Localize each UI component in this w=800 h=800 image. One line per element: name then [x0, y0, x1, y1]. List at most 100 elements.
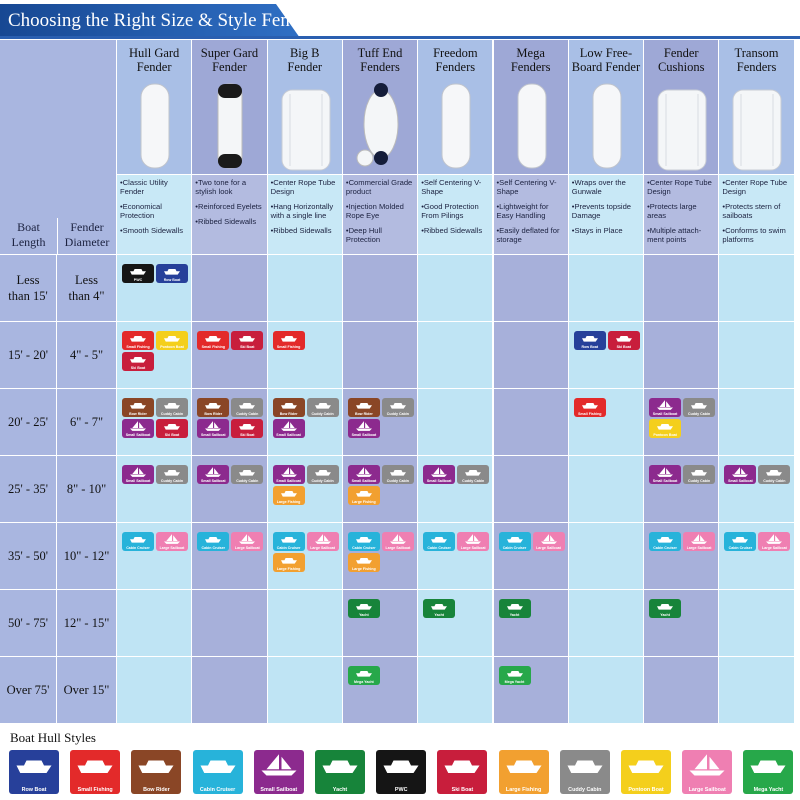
size-cell: Row Boat Ski Boat — [568, 322, 645, 389]
boat-length-line: than 15' — [8, 289, 48, 303]
feature: Self Centering V-Shape — [497, 178, 566, 196]
boat-silhouette — [355, 536, 372, 543]
size-cell: Cabin Cruiser Large Sailboat — [418, 523, 494, 590]
hull-style-label: Cabin Cruiser — [728, 546, 753, 550]
boat-length: 15' - 20' — [0, 322, 57, 389]
fender-name-line: Mega — [516, 46, 545, 60]
boat-silhouette — [130, 335, 146, 342]
fender-diameter: Less than 4" — [57, 255, 117, 322]
fender-diameter-line: 4" - 5" — [69, 348, 104, 362]
hull-style-label: Cuddy Cabin — [763, 479, 786, 483]
hull-style-icon: Small Fishing — [272, 331, 305, 350]
hull-style-label: Ski Boat — [240, 433, 255, 437]
boat-silhouette — [691, 469, 708, 476]
hull-style-label: Small Sailboat — [351, 433, 377, 437]
size-cell — [418, 389, 494, 456]
boat-silhouette — [628, 760, 664, 773]
size-cell — [719, 322, 795, 389]
boat-silhouette — [581, 402, 598, 409]
hull-style-label: Large Fishing — [352, 567, 376, 571]
hull-style-icon: Small Sailboat — [122, 419, 154, 438]
banner-line — [0, 36, 800, 39]
feature: Classic Utility Fender — [120, 178, 189, 196]
hull-style-label: Cabin Cruiser — [427, 546, 451, 550]
hull-style-label: Ski Boat — [616, 345, 631, 349]
boat-silhouette — [657, 423, 674, 430]
boat-silhouette — [164, 402, 180, 409]
fender-image — [281, 89, 331, 171]
hull-style-label: Small Sailboat — [276, 479, 301, 483]
fender-features: Center Rope Tube Design Protects large ar… — [644, 175, 720, 255]
boat-silhouette — [164, 268, 180, 275]
fender-name: Mega Fenders — [494, 46, 568, 74]
feature: Economical Protection — [120, 202, 189, 220]
hull-style-icon: Small Sailboat — [347, 465, 380, 484]
hull-style-icon: Pontoon Boat — [621, 750, 671, 794]
feature: Commercial Grade product — [346, 178, 415, 196]
boat-silhouette — [750, 760, 786, 773]
size-cell: Small Fishing Ski Boat — [192, 322, 268, 389]
hull-style-label: Large Fishing — [276, 500, 301, 504]
fender-image — [441, 83, 471, 169]
hull-style-icon: Small Fishing — [70, 750, 121, 794]
hull-style-icon: Cabin Cruiser — [272, 532, 305, 551]
fender-image — [657, 89, 707, 171]
boat-silhouette — [506, 603, 523, 610]
boat-length-line: 50' - 75' — [8, 616, 48, 630]
size-cell — [568, 456, 645, 523]
hull-style-label: Pontoon Boat — [653, 433, 677, 437]
header-line: Length — [11, 235, 46, 249]
hull-style-icon: Cuddy Cabin — [231, 398, 264, 417]
boat-silhouette — [389, 402, 406, 409]
hull-style-icon: Large Fishing — [272, 553, 305, 572]
size-cell: Small Sailboat Cuddy Cabin — [418, 456, 494, 523]
size-cell — [719, 590, 795, 657]
boat-silhouette — [431, 603, 448, 610]
hull-style-icon: Cabin Cruiser — [498, 532, 531, 551]
hull-style-icon: Small Sailboat — [347, 419, 380, 438]
boat-silhouette — [657, 536, 674, 543]
boat-silhouette — [615, 335, 632, 342]
boat-silhouette — [314, 469, 331, 476]
boat-length-line: 35' - 50' — [8, 549, 48, 563]
fender-name-line: Low Free- — [579, 46, 633, 60]
fender-diameter-line: 8" - 10" — [66, 482, 107, 496]
size-cell: Small Fishing — [267, 322, 343, 389]
boat-silhouette — [205, 467, 222, 477]
boat-silhouette — [239, 469, 256, 476]
hull-style-label: Cuddy Cabin — [160, 412, 184, 416]
boat-silhouette — [691, 402, 708, 409]
fender-features: Center Rope Tube Design Protects stern of… — [719, 175, 795, 255]
size-cell — [644, 657, 720, 724]
legend-item: Row Boat — [8, 749, 60, 795]
hull-style-label: Pontoon Boat — [628, 787, 664, 793]
fender-image — [217, 83, 243, 169]
legend-area: Boat Hull Styles Row Boat Small Fishing Bo… — [0, 725, 800, 800]
size-cell — [117, 590, 193, 657]
hull-style-label: Small Sailboat — [652, 479, 678, 483]
fender-header: Fender Cushions — [644, 40, 720, 175]
fender-name-line: Fenders — [736, 60, 777, 74]
fender-features: Commercial Grade product Injection Molded… — [342, 175, 419, 255]
fender-name-line: Cushions — [657, 60, 705, 74]
boat-silhouette — [431, 536, 448, 543]
size-cell: Small Sailboat Cuddy Cabin — [117, 456, 193, 523]
hull-style-label: Cuddy Cabin — [462, 479, 485, 483]
hull-style-label: Cuddy Cabin — [386, 479, 409, 483]
hull-style-icon: Small Sailboat — [724, 465, 757, 484]
hull-style-icon: PWC — [376, 750, 427, 794]
hull-style-icon: Cuddy Cabin — [758, 465, 791, 484]
title-banner: Choosing the Right Size & Style Fender — [0, 0, 800, 40]
hull-style-label: Large Sailboat — [536, 546, 561, 550]
fender-name: Freedom Fenders — [418, 46, 492, 74]
size-cell: Cabin Cruiser Large Sailboat — [644, 523, 720, 590]
boat-length: Less than 15' — [0, 255, 57, 322]
header-line: Boat — [17, 220, 40, 234]
hull-style-icon: Large Sailboat — [156, 532, 188, 551]
feature: Lightweight for Easy Handling — [497, 202, 566, 220]
hull-style-label: Cuddy Cabin — [236, 479, 259, 483]
hull-style-label: Large Sailboat — [310, 546, 335, 550]
hull-style-label: Yacht — [359, 613, 369, 617]
hull-style-label: Small Fishing — [276, 345, 301, 349]
hull-style-icon: Cabin Cruiser — [423, 532, 456, 551]
